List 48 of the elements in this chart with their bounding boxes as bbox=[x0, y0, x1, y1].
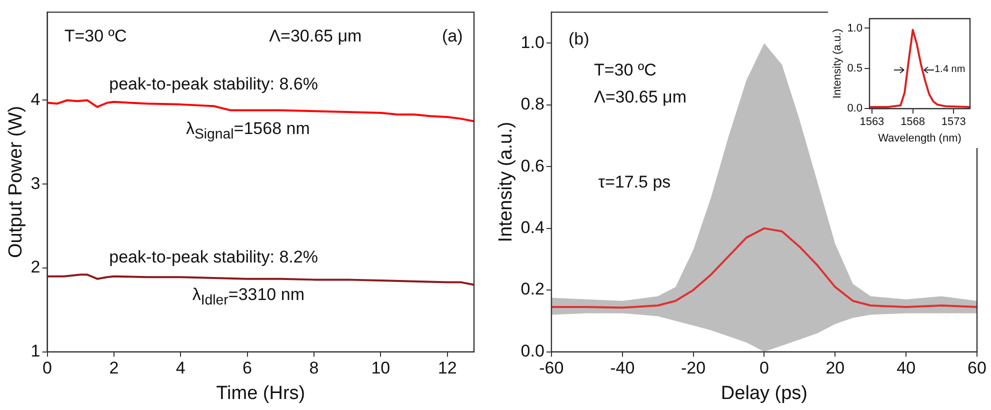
annotation: λ$_{Idler}$=3310 nm bbox=[192, 286, 304, 310]
y-tick-label: 1 bbox=[30, 341, 40, 360]
y-tick-label: 0.0 bbox=[520, 341, 544, 360]
x-tick-label: -20 bbox=[681, 358, 706, 378]
annotation: λ$_{Signal}$=1568 nm bbox=[186, 119, 310, 143]
x-tick-label: 20 bbox=[826, 358, 845, 378]
x-tick-label: 2 bbox=[109, 358, 119, 378]
y-tick-label: 3 bbox=[30, 174, 40, 193]
x-tick-label: 6 bbox=[242, 358, 252, 378]
x-tick-label: 1563 bbox=[860, 116, 884, 128]
x-axis-title: Delay (ps) bbox=[720, 382, 808, 404]
x-tick-label: 0 bbox=[42, 358, 52, 378]
y-axis-title: Intensity (a.u.) bbox=[496, 122, 517, 242]
y-axis-title: Intensity (a.u.) bbox=[832, 28, 844, 98]
annotation: 1.4 nm bbox=[934, 64, 966, 75]
x-axis-title: Time (Hrs) bbox=[216, 382, 306, 404]
x-tick-label: -40 bbox=[610, 358, 635, 378]
y-tick-label: 0.6 bbox=[520, 156, 544, 176]
y-tick-label: 0.4 bbox=[520, 218, 544, 237]
x-tick-label: 8 bbox=[309, 358, 319, 378]
annotation: Λ=30.65 μm bbox=[269, 26, 362, 46]
y-tick-label: 0.5 bbox=[847, 62, 862, 74]
y-tick-label: 1.0 bbox=[520, 32, 544, 52]
annotation: peak-to-peak stability: 8.2% bbox=[109, 247, 318, 266]
annotation: T=30 ºC bbox=[594, 60, 656, 80]
annotation: Λ=30.65 μm bbox=[594, 88, 686, 107]
y-axis-title: Output Power (W) bbox=[6, 106, 27, 258]
x-tick-label: 10 bbox=[371, 358, 390, 378]
y-tick-label: 0.0 bbox=[847, 102, 862, 115]
x-tick-label: 40 bbox=[896, 358, 916, 378]
annotation: T=30 ºC bbox=[64, 26, 127, 46]
x-axis-title: Wavelength (nm) bbox=[878, 132, 962, 144]
y-tick-label: 1.0 bbox=[847, 22, 862, 34]
annotation: (b) bbox=[568, 30, 590, 49]
x-tick-label: 0 bbox=[759, 358, 769, 378]
x-tick-label: 12 bbox=[438, 358, 457, 378]
y-tick-label: 4 bbox=[30, 90, 40, 109]
y-tick-label: 2 bbox=[30, 258, 40, 277]
x-tick-label: 60 bbox=[968, 358, 986, 378]
x-tick-label: 4 bbox=[176, 358, 186, 378]
annotation: τ=17.5 ps bbox=[598, 172, 671, 192]
y-tick-label: 0.2 bbox=[520, 280, 544, 299]
x-tick-label: 1568 bbox=[900, 116, 926, 128]
x-tick-label: 1573 bbox=[941, 116, 966, 128]
annotation: (a) bbox=[442, 26, 463, 46]
y-tick-label: 0.8 bbox=[520, 94, 544, 114]
annotation: peak-to-peak stability: 8.6% bbox=[109, 74, 318, 94]
x-tick-label: -60 bbox=[539, 358, 564, 378]
